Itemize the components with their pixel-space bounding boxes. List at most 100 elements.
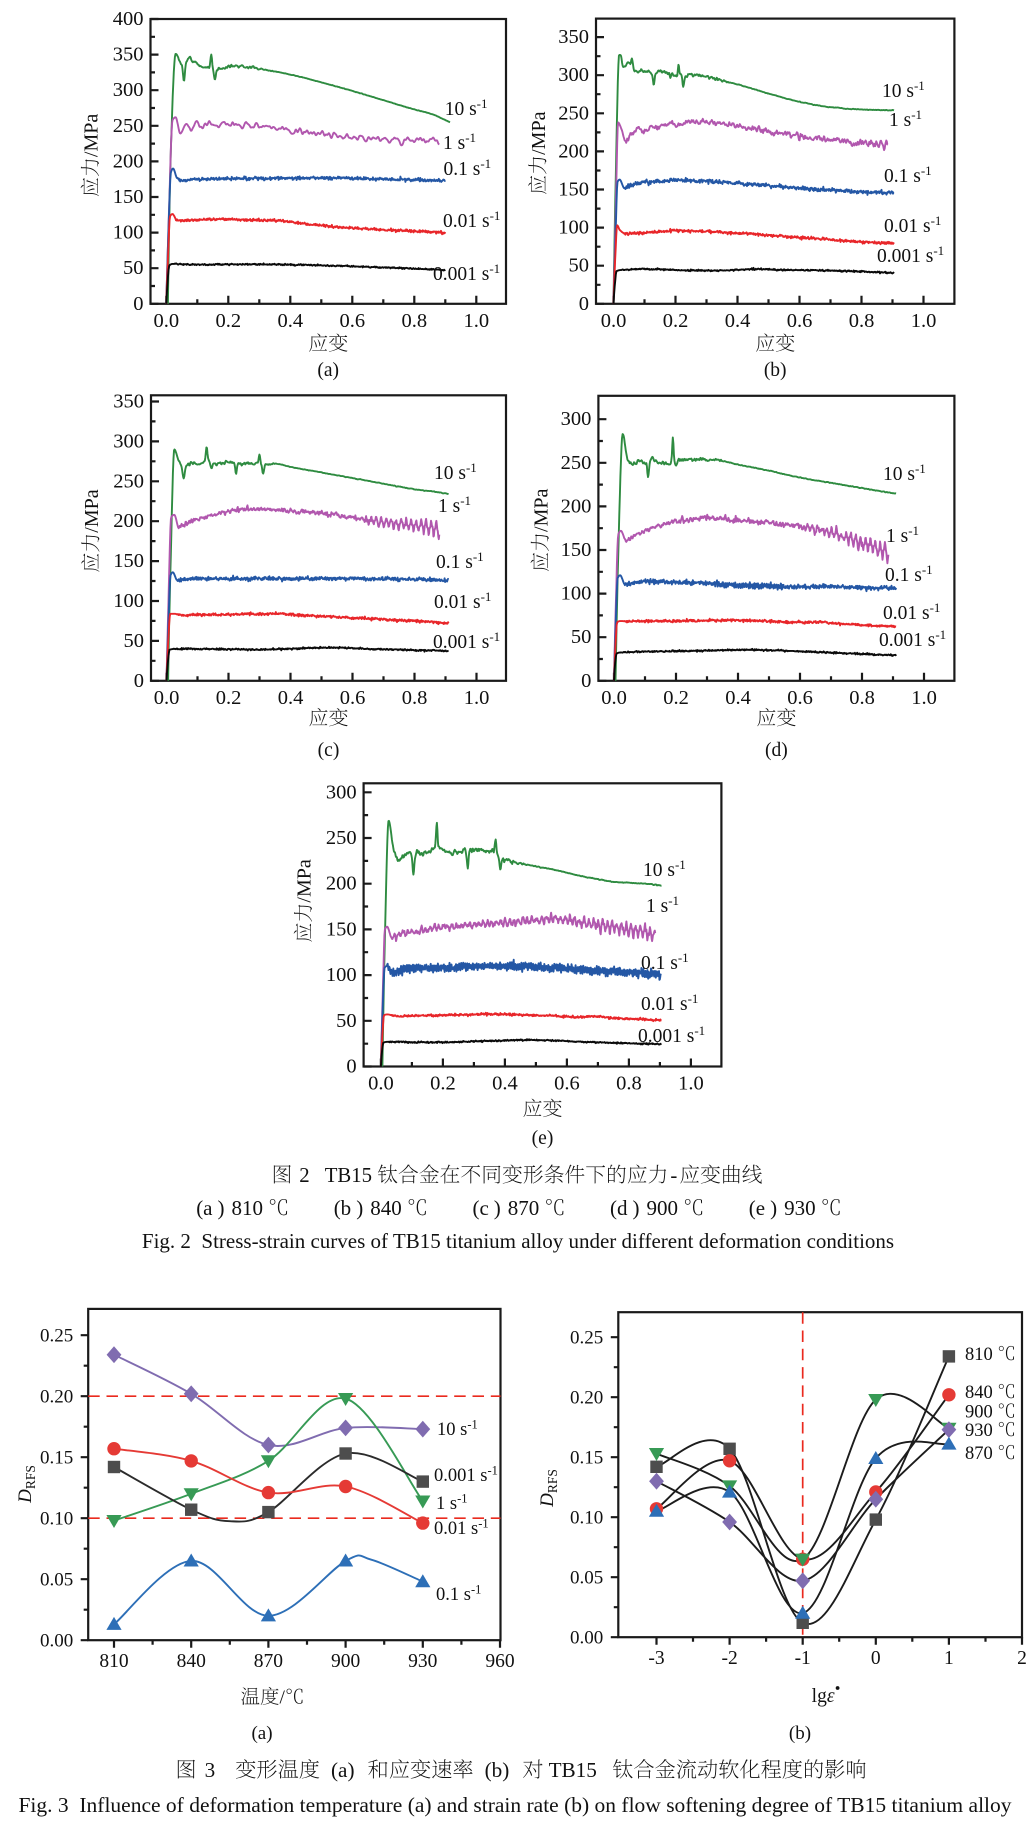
svg-text:-3: -3	[648, 1648, 664, 1669]
svg-text:0.001 s-1: 0.001 s-1	[433, 629, 500, 653]
svg-text:0.4: 0.4	[277, 310, 303, 332]
svg-text:100: 100	[113, 222, 144, 244]
svg-text:0: 0	[133, 293, 143, 315]
svg-text:840: 840	[177, 1651, 206, 1672]
svg-text:0.4: 0.4	[725, 687, 751, 709]
svg-text:150: 150	[113, 186, 144, 208]
svg-text:0: 0	[346, 1056, 356, 1078]
svg-text:250: 250	[113, 115, 144, 137]
svg-text:200: 200	[113, 150, 144, 172]
svg-text:0.001 s-1: 0.001 s-1	[433, 261, 500, 285]
svg-text:0.8: 0.8	[849, 310, 875, 332]
svg-text:870: 870	[254, 1651, 283, 1672]
svg-text:0.2: 0.2	[663, 687, 689, 709]
svg-text:0.2: 0.2	[430, 1073, 456, 1095]
svg-text:0: 0	[871, 1648, 881, 1669]
svg-text:0.8: 0.8	[402, 687, 428, 709]
svg-text:(a: (a	[196, 1196, 213, 1220]
svg-text:250: 250	[326, 827, 357, 849]
svg-text:0.4: 0.4	[278, 687, 304, 709]
svg-text:0.001 s-1: 0.001 s-1	[879, 627, 946, 651]
svg-text:810: 810	[99, 1651, 128, 1672]
svg-text:0.8: 0.8	[849, 687, 875, 709]
svg-text:930: 930	[784, 1196, 816, 1220]
svg-text:0: 0	[579, 293, 589, 315]
svg-text:1.0: 1.0	[463, 310, 489, 332]
svg-text:0.1 s-1: 0.1 s-1	[436, 1583, 481, 1606]
svg-text:50: 50	[571, 626, 592, 648]
svg-text:/: /	[280, 1688, 286, 1709]
svg-text:(b): (b)	[764, 360, 787, 381]
svg-text:250: 250	[113, 470, 144, 492]
svg-text:50: 50	[124, 630, 145, 652]
svg-text:150: 150	[326, 918, 357, 940]
svg-text:0.4: 0.4	[725, 310, 751, 332]
svg-text:0.20: 0.20	[40, 1387, 73, 1408]
svg-text:0.10: 0.10	[40, 1509, 73, 1530]
svg-text:(d): (d)	[765, 740, 788, 761]
svg-text:300: 300	[113, 430, 144, 452]
svg-text:0: 0	[581, 670, 591, 692]
svg-text:1: 1	[944, 1648, 954, 1669]
svg-text:930: 930	[965, 1421, 993, 1441]
svg-text:200: 200	[113, 510, 144, 532]
svg-text:50: 50	[336, 1010, 357, 1032]
svg-text:0.2: 0.2	[215, 310, 241, 332]
svg-text:/MPa: /MPa	[530, 489, 552, 532]
svg-text:(d: (d	[610, 1196, 628, 1220]
svg-text:900: 900	[965, 1403, 993, 1423]
svg-text:300: 300	[558, 64, 589, 86]
svg-text:1 s-1: 1 s-1	[443, 130, 476, 154]
svg-text:0.0: 0.0	[601, 687, 627, 709]
svg-text:0.6: 0.6	[340, 687, 366, 709]
svg-text:100: 100	[561, 583, 592, 605]
svg-text:0.6: 0.6	[554, 1073, 580, 1095]
svg-text:0.05: 0.05	[40, 1570, 73, 1591]
svg-text:100: 100	[558, 217, 589, 239]
svg-text:(a): (a)	[317, 360, 339, 381]
svg-text:): )	[356, 1196, 363, 1220]
svg-text:200: 200	[326, 873, 357, 895]
svg-text:0.15: 0.15	[570, 1448, 603, 1469]
svg-text:lgε: lgε	[812, 1686, 835, 1707]
svg-text:(c): (c)	[318, 740, 340, 761]
svg-text:): )	[218, 1196, 225, 1220]
svg-text:0.2: 0.2	[216, 687, 242, 709]
svg-text:0.6: 0.6	[787, 310, 813, 332]
svg-text:810: 810	[965, 1345, 993, 1365]
svg-text:(e: (e	[749, 1196, 765, 1220]
svg-text:930: 930	[408, 1651, 437, 1672]
svg-text:840: 840	[370, 1196, 402, 1220]
svg-text:0.15: 0.15	[40, 1448, 73, 1469]
svg-text:0.25: 0.25	[570, 1328, 603, 1349]
svg-text:/MPa: /MPa	[528, 111, 550, 154]
svg-text:1.0: 1.0	[911, 687, 937, 709]
svg-text:960: 960	[485, 1651, 514, 1672]
svg-text:(b): (b)	[485, 1758, 510, 1782]
svg-text:870: 870	[508, 1196, 540, 1220]
svg-text:200: 200	[558, 140, 589, 162]
svg-text:0.6: 0.6	[787, 687, 813, 709]
svg-text:): )	[633, 1196, 640, 1220]
svg-text:TB15: TB15	[549, 1758, 597, 1782]
svg-text:0.01 s-1: 0.01 s-1	[434, 1517, 489, 1540]
svg-text:0: 0	[134, 670, 144, 692]
svg-text:(c: (c	[473, 1196, 489, 1220]
svg-text:0.0: 0.0	[601, 310, 627, 332]
svg-text:870: 870	[965, 1444, 993, 1464]
svg-text:200: 200	[561, 495, 592, 517]
svg-text:Fig. 3 Influence of deformati: Fig. 3 Influence of deformation temperat…	[18, 1793, 1011, 1817]
svg-text:250: 250	[561, 452, 592, 474]
svg-text:2: 2	[299, 1164, 309, 1187]
svg-text:350: 350	[113, 44, 144, 66]
svg-text:0.01 s-1: 0.01 s-1	[443, 208, 500, 232]
svg-text:): )	[770, 1196, 777, 1220]
svg-text:3: 3	[205, 1758, 216, 1782]
svg-text:(b): (b)	[789, 1723, 811, 1744]
svg-text:(b: (b	[334, 1196, 352, 1220]
svg-text:1.0: 1.0	[464, 687, 490, 709]
svg-text:840: 840	[965, 1383, 993, 1403]
svg-text:0.2: 0.2	[663, 310, 689, 332]
svg-text:(a): (a)	[251, 1723, 272, 1744]
svg-text:150: 150	[113, 550, 144, 572]
